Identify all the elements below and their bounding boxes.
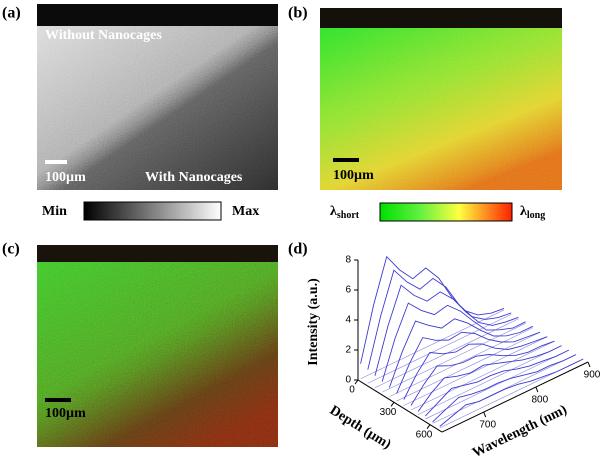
image-annotation: With Nanocages — [145, 170, 243, 185]
panel-label: (d) — [288, 241, 308, 258]
y-tick-label: 4 — [345, 315, 351, 326]
subscript: long — [527, 210, 545, 221]
depth-tick — [354, 379, 359, 385]
floor-line — [382, 323, 526, 393]
floor-line — [360, 309, 505, 380]
image-top-band — [37, 4, 278, 26]
spectrum-line — [374, 284, 519, 376]
panel-label: (b) — [288, 5, 308, 22]
scale-bar — [45, 398, 71, 402]
x-axis — [441, 361, 589, 433]
y-tick-label: 0 — [345, 375, 351, 386]
x-tick — [535, 386, 539, 393]
spectrum-line — [425, 349, 569, 417]
depth-tick — [390, 402, 395, 407]
scale-bar-label: 100µm — [45, 170, 86, 185]
y-tick-label: 8 — [345, 255, 351, 266]
depth-tick — [426, 424, 431, 429]
y-tick-label: 2 — [345, 345, 351, 356]
scale-bar-label: 100µm — [45, 406, 86, 421]
floor-line — [389, 327, 533, 397]
scale-bar — [45, 160, 67, 164]
depth-tick-label: 600 — [416, 429, 433, 440]
y-axis-label: Intensity (a.u.) — [306, 278, 321, 366]
depth-tick-label: 300 — [380, 407, 397, 418]
colorbar — [379, 202, 513, 222]
spectrum-line — [410, 340, 555, 406]
spectrum-line — [381, 302, 526, 382]
colorbar-left: λshort — [330, 204, 360, 221]
image-texture — [37, 262, 278, 447]
panel-c: (c) 100µm — [2, 241, 278, 447]
spectrum-line — [403, 336, 548, 400]
spectrum-line — [417, 345, 562, 412]
panel-d: (d) Intensity (a.u.) Depth (µm) Waveleng… — [288, 241, 600, 459]
floor-line — [410, 340, 555, 411]
image-top-band — [320, 8, 562, 28]
x-tick — [587, 361, 591, 368]
scale-bar — [333, 158, 359, 162]
panel-label: (a) — [2, 5, 21, 22]
x-tick-label: 800 — [532, 395, 549, 406]
image-texture — [37, 26, 278, 190]
floor-line — [403, 336, 548, 406]
colorbar — [83, 201, 222, 221]
depth-axis — [357, 379, 443, 433]
x-tick-label: 900 — [584, 370, 600, 381]
subscript: short — [337, 210, 360, 221]
colorbar-min: Min — [42, 204, 67, 219]
symbol: λ — [330, 204, 337, 219]
colorbar-right: λlong — [520, 204, 545, 221]
scale-bar-label: 100µm — [333, 168, 374, 183]
panel-label: (c) — [2, 241, 20, 258]
spectrum-line — [432, 354, 577, 423]
image-texture — [320, 28, 562, 190]
spectrum-line — [396, 331, 541, 394]
colorbar-max: Max — [232, 204, 259, 219]
y-tick-label: 6 — [345, 285, 351, 296]
symbol: λ — [520, 204, 527, 219]
x-tick — [483, 411, 487, 418]
x-tick-label: 700 — [479, 420, 496, 431]
floor-line — [425, 349, 569, 420]
panel-b: (b) 100µm λshort λlong — [288, 5, 562, 222]
floor-line — [418, 345, 562, 415]
image-top-band — [37, 245, 278, 262]
spectrum-line — [367, 269, 512, 370]
depth-tick-label: 0 — [349, 385, 355, 396]
panel-a: (a) Without Nanocages With Nanocages 100… — [2, 4, 278, 221]
spectrum-line — [439, 358, 584, 427]
spectrum-line — [360, 255, 505, 364]
floor-line — [367, 314, 512, 384]
spectrum-line — [388, 318, 533, 388]
image-annotation: Without Nanocages — [45, 28, 162, 43]
